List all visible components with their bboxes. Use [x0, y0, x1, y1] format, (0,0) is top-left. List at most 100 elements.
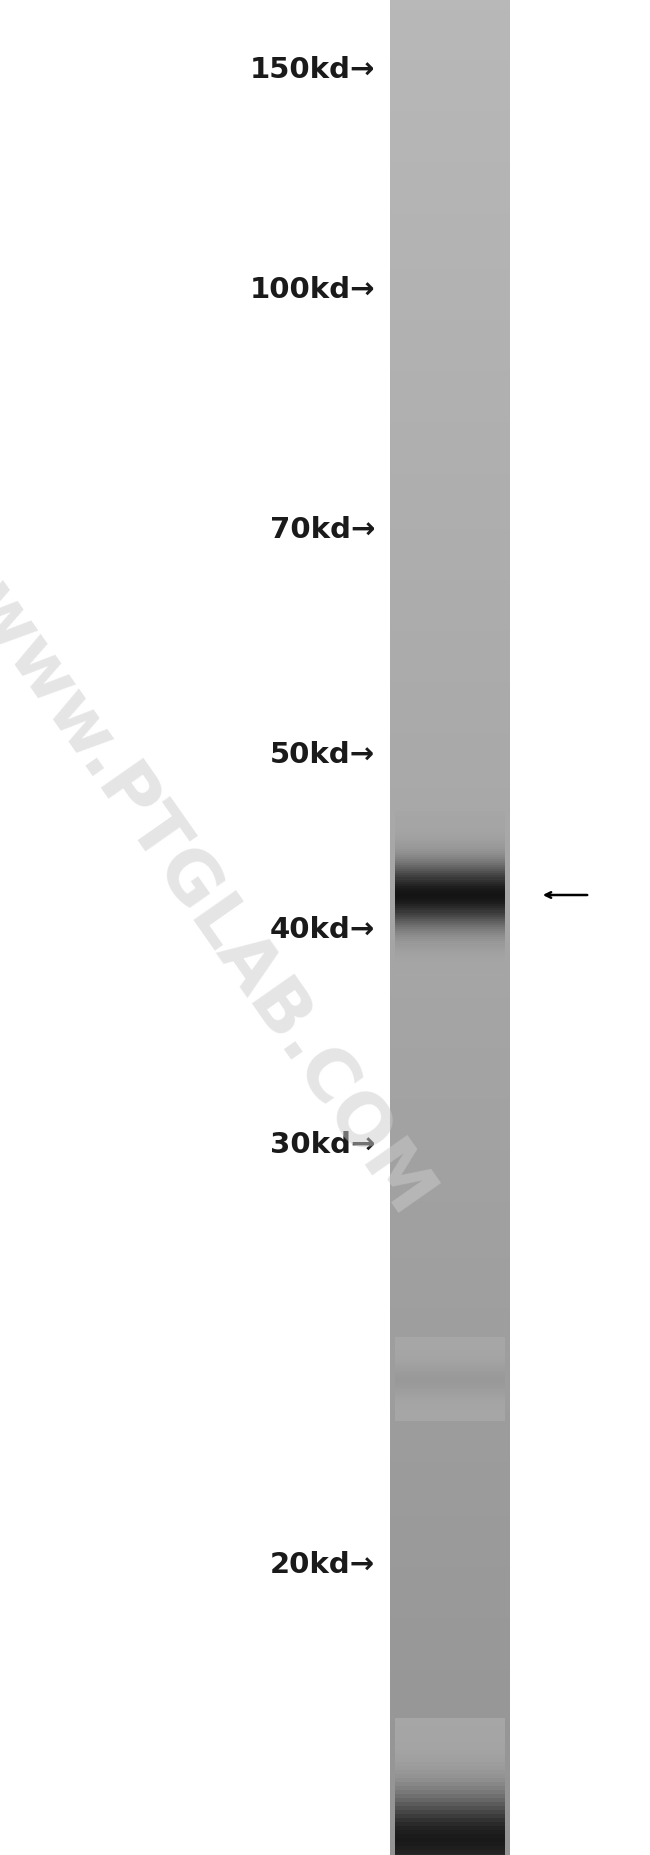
Bar [390, 352, 510, 358]
Bar [390, 1849, 510, 1855]
Bar [390, 1428, 510, 1434]
Bar [390, 1484, 510, 1490]
Bar [390, 273, 510, 278]
Bar [395, 861, 505, 863]
Bar [390, 1117, 510, 1122]
Bar [390, 1011, 510, 1017]
Bar [395, 1773, 505, 1777]
Bar [390, 1247, 510, 1252]
Bar [390, 1193, 510, 1196]
Bar [390, 1386, 510, 1391]
Bar [390, 848, 510, 853]
Bar [395, 1371, 505, 1373]
Bar [390, 338, 510, 343]
Bar [390, 390, 510, 395]
Bar [395, 1350, 505, 1352]
Bar [390, 575, 510, 581]
Bar [390, 1451, 510, 1456]
Bar [395, 866, 505, 870]
Bar [390, 325, 510, 330]
Bar [390, 427, 510, 432]
Bar [395, 1755, 505, 1759]
Bar [390, 1165, 510, 1169]
Bar [395, 853, 505, 855]
Bar [390, 755, 510, 761]
Bar [395, 1369, 505, 1371]
Bar [395, 937, 505, 939]
Bar [390, 1339, 510, 1345]
Bar [395, 970, 505, 972]
Bar [390, 1326, 510, 1332]
Bar [395, 926, 505, 928]
Bar [390, 1503, 510, 1508]
Bar [395, 922, 505, 926]
Bar [390, 102, 510, 108]
Bar [390, 681, 510, 686]
Bar [395, 1814, 505, 1818]
Bar [395, 903, 505, 907]
Bar [390, 1276, 510, 1280]
Bar [390, 894, 510, 900]
Bar [390, 1295, 510, 1298]
Bar [390, 998, 510, 1002]
Bar [390, 1406, 510, 1410]
Bar [390, 649, 510, 655]
Bar [390, 761, 510, 766]
Text: 150kd→: 150kd→ [250, 56, 375, 83]
Bar [390, 1321, 510, 1326]
Bar [390, 885, 510, 890]
Bar [390, 343, 510, 349]
Bar [390, 863, 510, 868]
Bar [395, 1345, 505, 1347]
Bar [390, 148, 510, 154]
Bar [390, 297, 510, 302]
Bar [390, 699, 510, 705]
Bar [390, 126, 510, 130]
Bar [395, 1849, 505, 1853]
Bar [390, 560, 510, 566]
Bar [390, 1057, 510, 1063]
Bar [390, 1187, 510, 1193]
Bar [390, 1762, 510, 1768]
Bar [395, 898, 505, 900]
Bar [395, 870, 505, 872]
Bar [390, 93, 510, 98]
Bar [395, 1389, 505, 1391]
Bar [395, 1382, 505, 1384]
Bar [395, 816, 505, 818]
Bar [395, 877, 505, 879]
Bar [395, 1412, 505, 1415]
Bar [390, 1122, 510, 1128]
Bar [390, 254, 510, 260]
Bar [390, 1261, 510, 1267]
Bar [390, 950, 510, 955]
Bar [390, 4, 510, 9]
Bar [395, 972, 505, 974]
Bar [390, 523, 510, 529]
Bar [395, 902, 505, 903]
Bar [395, 1835, 505, 1838]
Bar [395, 950, 505, 952]
Bar [390, 32, 510, 37]
Bar [390, 310, 510, 315]
Bar [390, 1629, 510, 1632]
Bar [390, 371, 510, 377]
Bar [395, 953, 505, 955]
Bar [390, 825, 510, 831]
Bar [390, 482, 510, 488]
Bar [390, 111, 510, 117]
Bar [390, 375, 510, 380]
Bar [390, 106, 510, 111]
Bar [390, 510, 510, 516]
Bar [390, 1590, 510, 1595]
Bar [390, 430, 510, 436]
Bar [390, 1080, 510, 1085]
Bar [395, 1415, 505, 1417]
Bar [390, 1336, 510, 1341]
Bar [390, 121, 510, 126]
Bar [390, 1015, 510, 1020]
Bar [390, 9, 510, 15]
Bar [390, 1373, 510, 1378]
Bar [390, 1243, 510, 1248]
Bar [390, 983, 510, 989]
